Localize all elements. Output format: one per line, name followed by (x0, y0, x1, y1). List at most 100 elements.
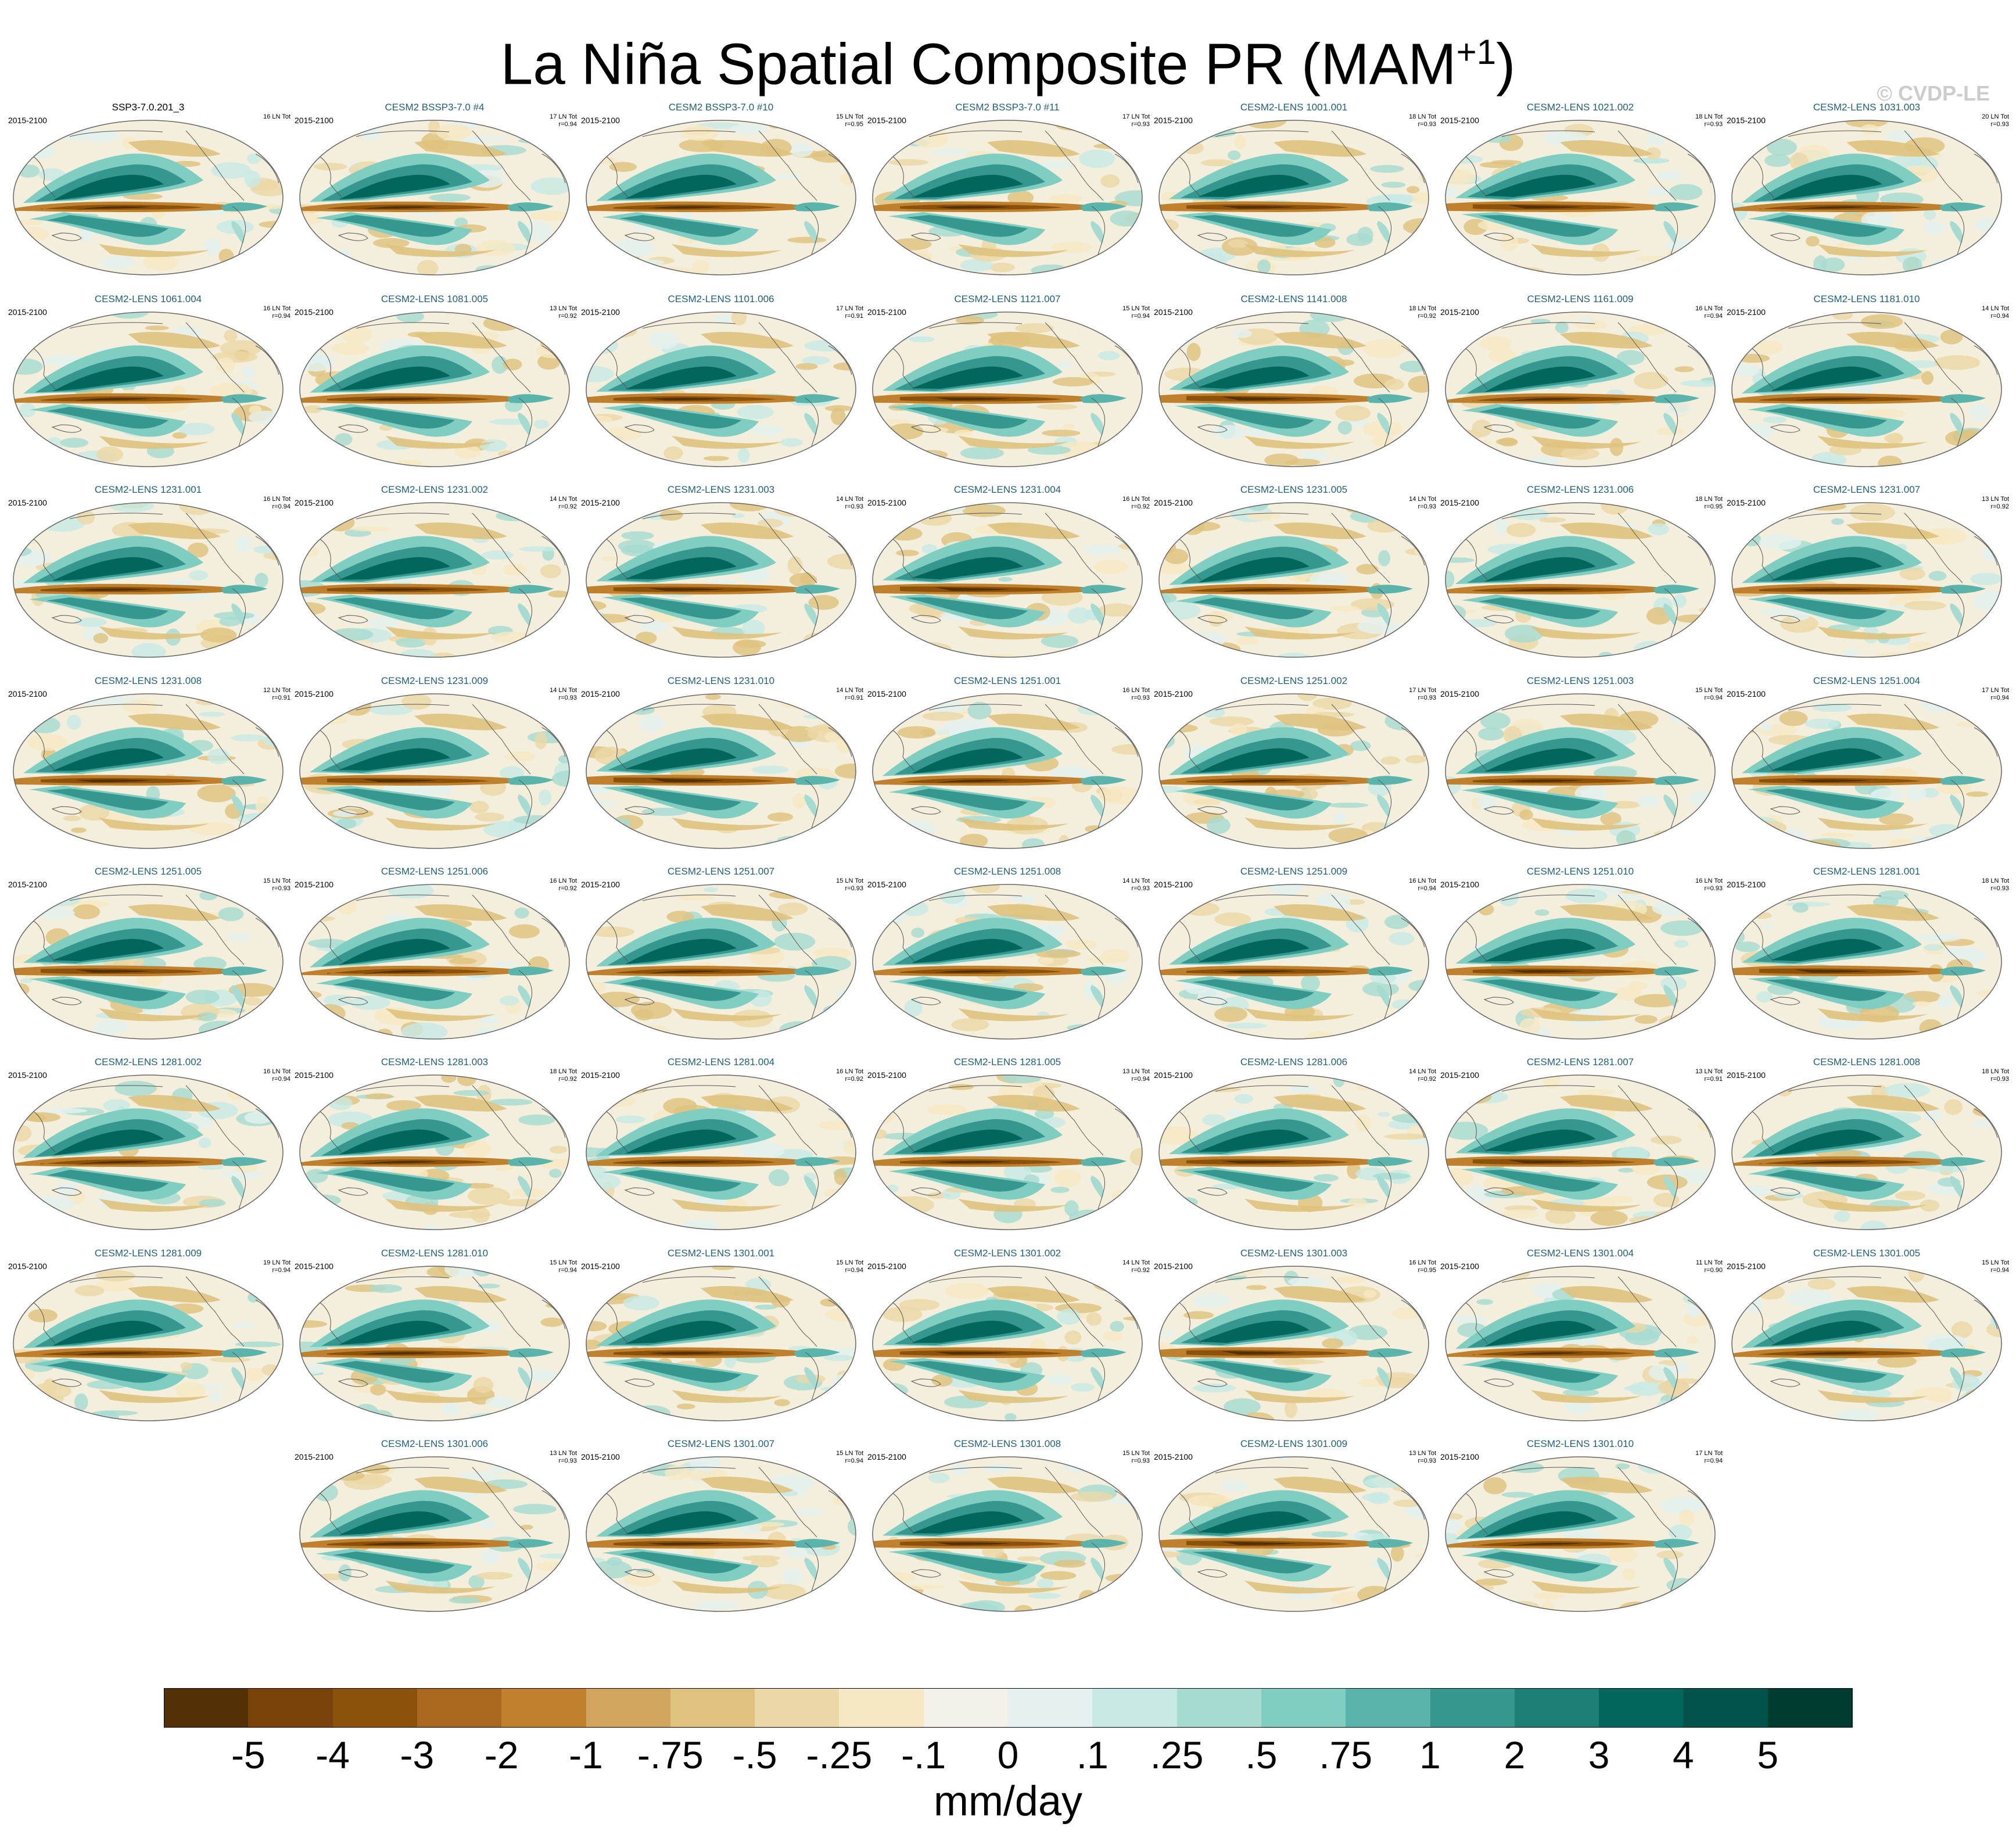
colorbar-swatch (1176, 1688, 1262, 1728)
map-outline (299, 311, 570, 467)
panel-stats: 19 LN Tot r=0.94 (263, 1259, 290, 1274)
panel-event-count: 15 LN Tot (1122, 305, 1150, 312)
composite-map (299, 1074, 570, 1230)
figure-title: La Niña Spatial Composite PR (MAM+1) (500, 31, 1516, 97)
map-panel: CESM2-LENS 1301.008 2015-2100 15 LN Tot r=0… (865, 1432, 1150, 1618)
composite-map (586, 693, 856, 849)
panel-period: 2015-2100 (867, 1070, 906, 1080)
panel-period: 2015-2100 (581, 1070, 620, 1080)
coastlines (315, 704, 566, 839)
panel-title: CESM2-LENS 1281.007 (1526, 1056, 1634, 1067)
watermark: © CVDP-LE (1877, 81, 1990, 105)
map-outline (13, 120, 284, 275)
colorbar-tick-label: -2 (484, 1733, 519, 1776)
map-outline (1731, 120, 2002, 275)
panel-pattern-correlation: r=0.92 (1418, 1076, 1437, 1083)
coastlines (888, 1467, 1139, 1602)
colorbar-tick-label: .25 (1150, 1733, 1204, 1776)
map-outline (1445, 884, 1716, 1040)
colorbar-tick-label: .75 (1319, 1733, 1373, 1776)
composite-map (1445, 884, 1716, 1040)
panel-pattern-correlation: r=0.93 (272, 885, 291, 892)
panel-period: 2015-2100 (1440, 116, 1479, 125)
panel-pattern-correlation: r=0.95 (845, 121, 864, 128)
composite-map (586, 1266, 856, 1421)
panel-pattern-correlation: r=0.94 (1131, 313, 1150, 320)
composite-map (872, 502, 1143, 658)
panel-pattern-correlation: r=0.92 (558, 313, 577, 320)
panel-pattern-correlation: r=0.95 (1704, 503, 1723, 510)
panel-period: 2015-2100 (867, 1262, 906, 1271)
map-panel: CESM2-LENS 1121.007 2015-2100 15 LN Tot r=0… (865, 288, 1150, 474)
panel-stats: 18 LN Tot r=0.93 (1409, 113, 1436, 128)
panel-period: 2015-2100 (8, 689, 47, 698)
composite-map (1445, 693, 1716, 849)
panel-pattern-correlation: r=0.92 (1990, 503, 2010, 510)
precip-anomaly-field (1445, 1266, 1715, 1421)
map-panel: CESM2-LENS 1031.003 2015-2100 20 LN Tot r=0… (1724, 96, 2009, 282)
panel-title: CESM2 BSSP3-7.0 #4 (385, 102, 485, 113)
coastlines (1174, 1467, 1425, 1602)
composite-map (1445, 1266, 1716, 1421)
map-panel: CESM2-LENS 1231.002 2015-2100 14 LN Tot r=0… (292, 478, 577, 664)
colorbar-tick-label: -3 (400, 1733, 435, 1776)
panel-period: 2015-2100 (1440, 498, 1479, 507)
panel-stats: 16 LN Tot r=0.92 (836, 1068, 863, 1083)
precip-anomaly-field (1732, 312, 2001, 467)
coastlines (888, 704, 1139, 839)
panel-stats: 18 LN Tot r=0.93 (1982, 1068, 2009, 1083)
panel-title: CESM2-LENS 1281.008 (1813, 1056, 1921, 1067)
map-outline (299, 1266, 570, 1421)
composite-map (299, 1456, 570, 1612)
panel-period: 2015-2100 (1154, 1452, 1193, 1461)
colorbar-tick-label: -.75 (637, 1733, 704, 1776)
panel-title: CESM2-LENS 1281.006 (1240, 1056, 1348, 1067)
map-outline (586, 1266, 856, 1421)
map-outline (299, 884, 570, 1040)
panel-title: CESM2-LENS 1251.004 (1813, 675, 1921, 686)
panel-stats: 15 LN Tot r=0.94 (836, 1259, 863, 1274)
map-outline (1731, 1266, 2002, 1421)
coastlines (1174, 130, 1425, 265)
panel-stats: 16 LN Tot r=0.94 (1409, 877, 1436, 893)
panel-pattern-correlation: r=0.92 (558, 885, 577, 892)
colorbar-swatch (1346, 1688, 1431, 1728)
map-panel: CESM2-LENS 1281.008 2015-2100 18 LN Tot r=0… (1724, 1051, 2009, 1237)
panel-period: 2015-2100 (1440, 880, 1479, 889)
colorbar-tick-label: .1 (1076, 1733, 1109, 1776)
map-panel: CESM2-LENS 1281.007 2015-2100 13 LN Tot r=0… (1438, 1051, 1723, 1237)
map-panel: CESM2-LENS 1301.006 2015-2100 13 LN Tot r=0… (292, 1432, 577, 1618)
panel-title: CESM2-LENS 1301.009 (1240, 1438, 1348, 1449)
panel-event-count: 19 LN Tot (263, 1259, 290, 1266)
panel-period: 2015-2100 (1727, 116, 1766, 125)
coastlines (601, 704, 852, 839)
panel-stats: 14 LN Tot r=0.93 (550, 687, 577, 702)
colorbar-swatch (1261, 1688, 1347, 1728)
panel-event-count: 16 LN Tot (550, 877, 577, 884)
colorbar-swatch (1430, 1688, 1515, 1728)
colorbar-tick-label: -.5 (732, 1733, 777, 1776)
panel-pattern-correlation: r=0.91 (1704, 1076, 1723, 1083)
coastlines (1174, 1276, 1425, 1411)
map-panel: CESM2-LENS 1301.009 2015-2100 13 LN Tot r=0… (1152, 1432, 1436, 1618)
panel-pattern-correlation: r=0.91 (845, 313, 864, 320)
panel-title: CESM2-LENS 1251.003 (1526, 675, 1634, 686)
panel-stats: 14 LN Tot r=0.92 (1409, 1068, 1436, 1083)
colorbar-swatch (586, 1688, 671, 1728)
map-panel: CESM2-LENS 1301.003 2015-2100 16 LN Tot r=0… (1152, 1242, 1436, 1428)
map-panel: CESM2-LENS 1251.001 2015-2100 16 LN Tot r=0… (865, 669, 1150, 855)
panel-period: 2015-2100 (1727, 1070, 1766, 1080)
panel-period: 2015-2100 (8, 1070, 47, 1080)
panel-title: CESM2-LENS 1231.001 (94, 484, 202, 495)
panel-title: CESM2-LENS 1301.005 (1813, 1248, 1921, 1259)
composite-map (1158, 693, 1429, 849)
panel-title: CESM2-LENS 1281.003 (381, 1056, 489, 1067)
panel-event-count: 15 LN Tot (1695, 687, 1723, 694)
map-panel: CESM2-LENS 1281.004 2015-2100 16 LN Tot r=0… (579, 1051, 863, 1237)
panel-stats: 18 LN Tot r=0.93 (1982, 877, 2009, 893)
panel-stats: 13 LN Tot r=0.92 (550, 305, 577, 320)
map-outline (1445, 502, 1716, 658)
panel-stats: 15 LN Tot r=0.93 (836, 877, 863, 893)
panel-period: 2015-2100 (581, 689, 620, 698)
panel-stats: 14 LN Tot r=0.93 (1122, 877, 1150, 893)
